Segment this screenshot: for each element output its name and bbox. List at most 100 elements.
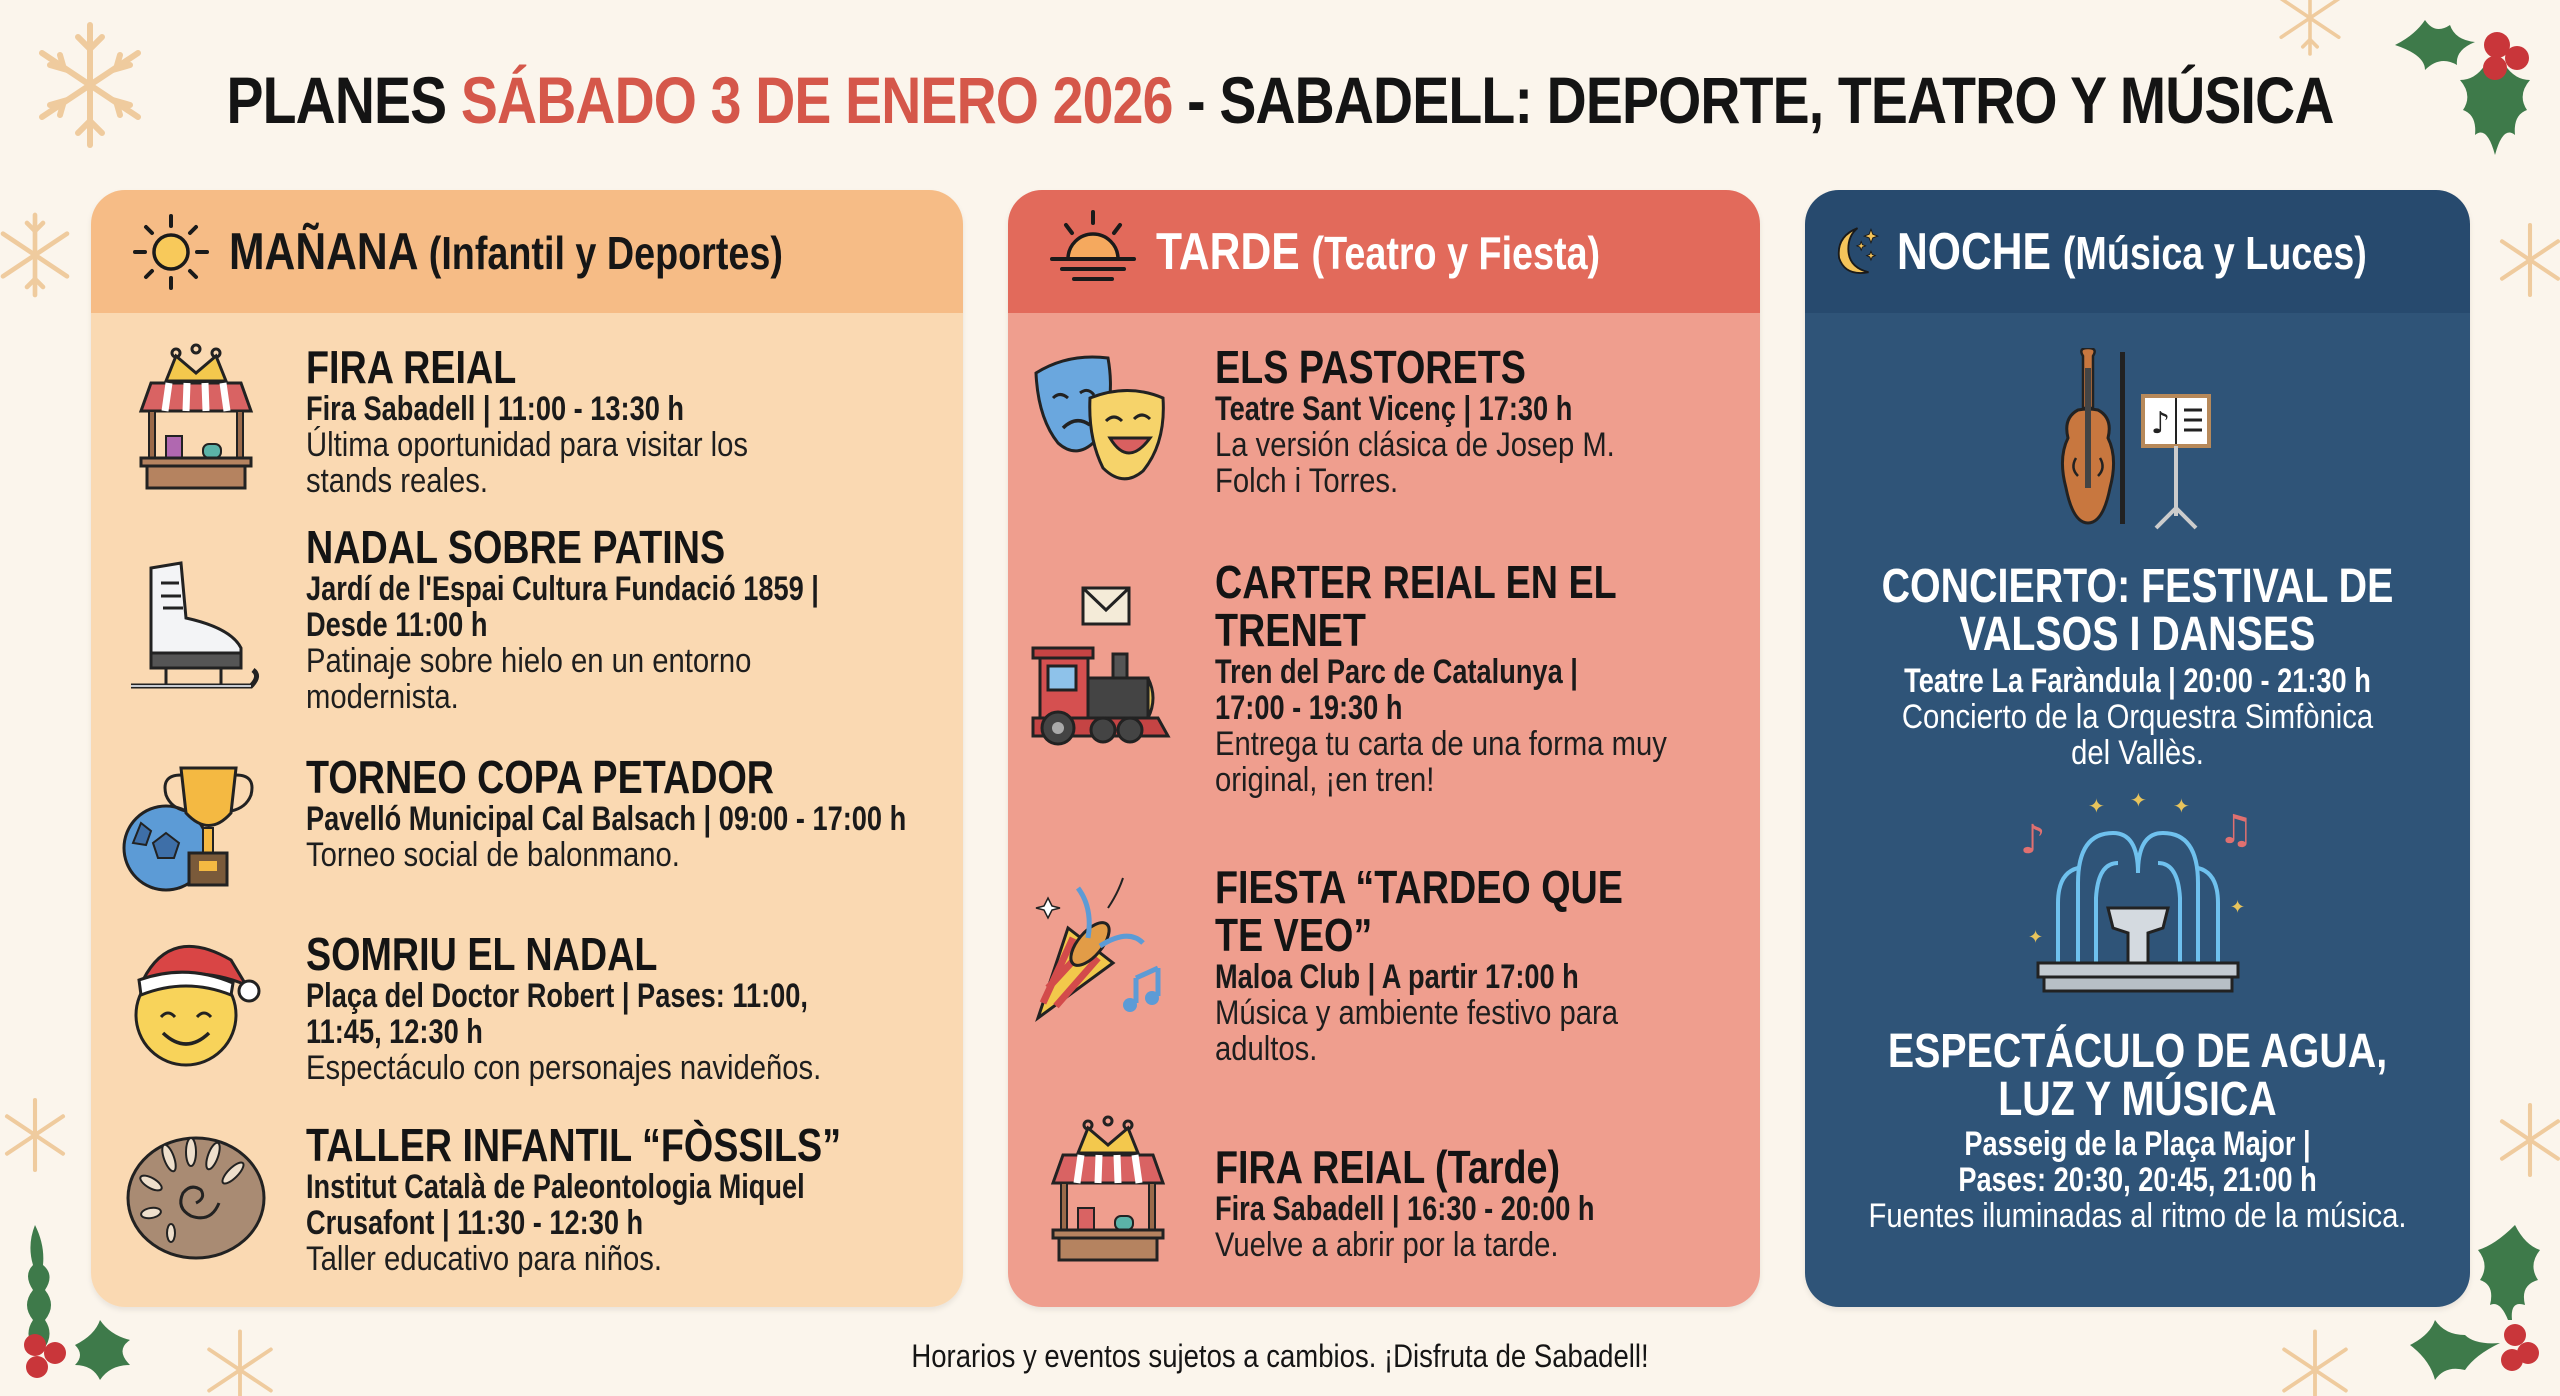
section-title: NOCHE xyxy=(1897,222,2052,281)
event-text: SOMRIU EL NADAL Plaça del Doctor Robert … xyxy=(306,930,933,1086)
event-meta: Jardí de l'Espai Cultura Fundació 1859 | xyxy=(306,570,819,608)
trophy-ball-icon xyxy=(122,766,254,892)
section-subtitle: (Teatro y Fiesta) xyxy=(1311,226,1601,279)
title-prefix: PLANES xyxy=(226,63,461,137)
snowflake-icon xyxy=(2279,0,2341,56)
svg-text:✦: ✦ xyxy=(2173,794,2190,818)
night-heading: NOCHE (Música y Luces) xyxy=(1897,222,2367,282)
royal-market-stall-icon xyxy=(1050,1115,1166,1262)
event-title: FIESTA “TARDEO QUE xyxy=(1215,861,1623,913)
event-meta: Teatre La Faràndula | 20:00 - 21:30 h xyxy=(1904,662,2371,700)
holly-icon xyxy=(2395,20,2530,155)
violin-music-stand-icon: ♪ xyxy=(2060,348,2211,530)
event-meta: Pavelló Municipal Cal Balsach | 09:00 - … xyxy=(306,800,907,838)
svg-text:✦: ✦ xyxy=(2088,794,2105,818)
event-text: TALLER INFANTIL “FÒSSILS” Institut Catal… xyxy=(306,1121,959,1277)
event-meta: Passeig de la Plaça Major | xyxy=(1964,1125,2311,1163)
sunset-icon xyxy=(1050,209,1136,281)
event-title: TRENET xyxy=(1215,604,1366,656)
santa-hat-smiley-icon xyxy=(134,944,261,1067)
event-title: NADAL SOBRE PATINS xyxy=(306,521,726,573)
event-description: Espectáculo con personajes navideños. xyxy=(306,1049,822,1087)
sun-icon xyxy=(133,213,209,290)
event-text: FIESTA “TARDEO QUE TE VEO” Maloa Club | … xyxy=(1215,863,1713,1067)
event-meta: Crusafont | 11:30 - 12:30 h xyxy=(306,1204,644,1242)
royal-market-stall-icon xyxy=(138,343,254,490)
event-item: ESPECTÁCULO DE AGUA, LUZ Y MÚSICA Passei… xyxy=(1805,1028,2470,1235)
event-title: VALSOS I DANSES xyxy=(1959,608,2316,661)
event-meta: Pases: 20:30, 20:45, 21:00 h xyxy=(1958,1161,2317,1199)
event-text: ELS PASTORETS Teatre Sant Vicenç | 17:30… xyxy=(1215,343,1680,499)
event-description: Taller educativo para niños. xyxy=(306,1240,662,1278)
event-description: Folch i Torres. xyxy=(1215,462,1399,500)
event-description: del Vallès. xyxy=(2071,734,2204,772)
snowflake-icon xyxy=(39,22,141,148)
event-description: Torneo social de balonmano. xyxy=(306,836,680,874)
event-title: FIRA REIAL (Tarde) xyxy=(1215,1141,1561,1193)
train-letter-icon xyxy=(1031,586,1171,746)
afternoon-header: TARDE (Teatro y Fiesta) xyxy=(1008,190,1760,313)
section-title: MAÑANA xyxy=(229,222,417,281)
event-title: SOMRIU EL NADAL xyxy=(306,928,658,980)
morning-events: FIRA REIAL Fira Sabadell | 11:00 - 13:30… xyxy=(91,313,963,1307)
theater-masks-icon xyxy=(1034,355,1165,481)
event-title: CONCIERTO: FESTIVAL DE xyxy=(1881,560,2394,613)
event-title: CARTER REIAL EN EL xyxy=(1215,556,1617,608)
event-description: adultos. xyxy=(1215,1030,1318,1068)
afternoon-heading: TARDE (Teatro y Fiesta) xyxy=(1156,222,1600,282)
event-item: ELS PASTORETS Teatre Sant Vicenç | 17:30… xyxy=(1008,333,1760,503)
event-item: CARTER REIAL EN EL TRENET Tren del Parc … xyxy=(1008,558,1760,818)
event-description: Fuentes iluminadas al ritmo de la música… xyxy=(1868,1197,2407,1235)
event-meta: 17:00 - 19:30 h xyxy=(1215,689,1403,727)
event-description: Vuelve a abrir por la tarde. xyxy=(1215,1226,1559,1264)
snowflake-icon xyxy=(2499,222,2560,298)
svg-text:♪: ♪ xyxy=(2020,817,2046,863)
title-suffix: - SABADELL: DEPORTE, TEATRO Y MÚSICA xyxy=(1172,63,2334,137)
snowflake-icon xyxy=(4,1097,66,1173)
event-meta: Institut Català de Paleontologia Miquel xyxy=(306,1168,805,1206)
ammonite-fossil-icon xyxy=(126,1136,266,1260)
event-description: modernista. xyxy=(306,678,459,716)
event-title: LUZ Y MÚSICA xyxy=(1998,1073,2277,1126)
event-item: FIRA REIAL (Tarde) Fira Sabadell | 16:30… xyxy=(1008,1113,1760,1283)
svg-text:✦: ✦ xyxy=(2230,897,2245,918)
event-description: Última oportunidad para visitar los xyxy=(306,426,749,464)
holly-icon xyxy=(2410,1225,2540,1380)
event-meta: Fira Sabadell | 11:00 - 13:30 h xyxy=(306,390,685,428)
morning-header: MAÑANA (Infantil y Deportes) xyxy=(91,190,963,313)
event-description: Música y ambiente festivo para xyxy=(1215,994,1619,1032)
event-text: FIRA REIAL (Tarde) Fira Sabadell | 16:30… xyxy=(1215,1143,1689,1263)
event-text: TORNEO COPA PETADOR Pavelló Municipal Ca… xyxy=(306,753,963,873)
event-meta: Plaça del Doctor Robert | Pases: 11:00, xyxy=(306,977,808,1015)
ice-skate-icon xyxy=(131,561,259,689)
event-description: Concierto de la Orquestra Simfònica xyxy=(1901,698,2374,736)
event-meta: 11:45, 12:30 h xyxy=(306,1013,483,1051)
night-events: ♪ CONCIERTO: FESTIVAL DE VALSOS I DANSES… xyxy=(1805,313,2470,1307)
event-description: original, ¡en tren! xyxy=(1215,761,1435,799)
event-text: CARTER REIAL EN EL TRENET Tren del Parc … xyxy=(1215,558,1740,798)
snowflake-icon xyxy=(2499,1102,2560,1178)
event-title: TALLER INFANTIL “FÒSSILS” xyxy=(306,1119,842,1171)
night-panel: NOCHE (Música y Luces) ♪ CONCIERTO: FEST… xyxy=(1805,190,2470,1307)
event-item: TALLER INFANTIL “FÒSSILS” Institut Catal… xyxy=(91,1113,963,1293)
morning-panel: MAÑANA (Infantil y Deportes) FIRA REIAL … xyxy=(91,190,963,1307)
event-text: FIRA REIAL Fira Sabadell | 11:00 - 13:30… xyxy=(306,343,820,499)
event-meta: Fira Sabadell | 16:30 - 20:00 h xyxy=(1215,1190,1595,1228)
event-item: FIESTA “TARDEO QUE TE VEO” Maloa Club | … xyxy=(1008,863,1760,1083)
event-description: La versión clásica de Josep M. xyxy=(1215,426,1615,464)
event-item: TORNEO COPA PETADOR Pavelló Municipal Ca… xyxy=(91,753,963,903)
event-meta: Teatre Sant Vicenç | 17:30 h xyxy=(1215,390,1573,428)
night-header: NOCHE (Música y Luces) xyxy=(1805,190,2470,313)
party-popper-icon xyxy=(1035,877,1161,1022)
event-description: Entrega tu carta de una forma muy xyxy=(1215,725,1667,763)
event-title: TE VEO” xyxy=(1215,909,1373,961)
event-title: FIRA REIAL xyxy=(306,341,517,393)
afternoon-panel: TARDE (Teatro y Fiesta) ELS PASTORETS Te… xyxy=(1008,190,1760,1307)
svg-text:♫: ♫ xyxy=(2218,807,2254,853)
moon-stars-icon xyxy=(1837,226,1880,274)
event-description: Patinaje sobre hielo en un entorno xyxy=(306,642,752,680)
svg-text:✦: ✦ xyxy=(2028,927,2043,948)
event-text: NADAL SOBRE PATINS Jardí de l'Espai Cult… xyxy=(306,523,947,715)
event-item: SOMRIU EL NADAL Plaça del Doctor Robert … xyxy=(91,920,963,1090)
afternoon-events: ELS PASTORETS Teatre Sant Vicenç | 17:30… xyxy=(1008,313,1760,1307)
